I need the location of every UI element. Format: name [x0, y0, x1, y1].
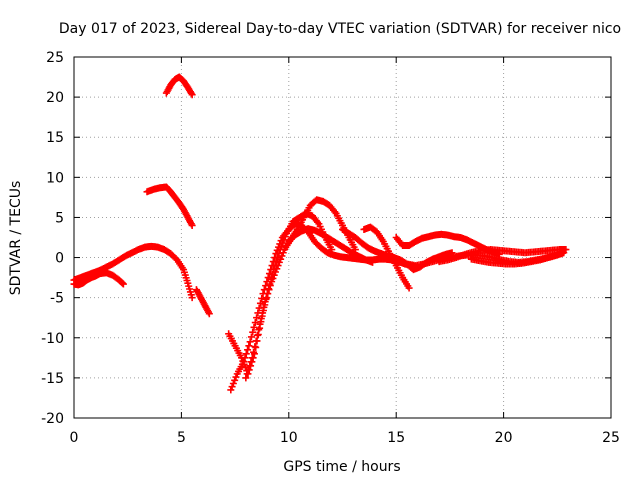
series-arc-3	[143, 183, 196, 229]
y-tick-label: 5	[55, 210, 64, 226]
data-point	[279, 249, 287, 257]
data-point	[255, 326, 263, 334]
data-point	[264, 290, 272, 298]
data-point	[257, 315, 265, 323]
series-arc-4	[162, 73, 196, 99]
data-point	[251, 319, 259, 327]
data-point	[250, 323, 258, 331]
data-point	[229, 380, 237, 388]
data-point	[188, 221, 196, 229]
data-point	[243, 370, 251, 378]
data-point	[244, 346, 252, 354]
y-axis-label: SDTVAR / TECUs	[8, 181, 24, 296]
y-tick-label: -5	[50, 291, 64, 307]
data-point	[261, 298, 269, 306]
series-arc-6	[227, 220, 422, 394]
data-point	[239, 357, 247, 365]
series-arc-15	[467, 249, 568, 268]
y-tick-label: 10	[46, 170, 64, 186]
x-tick-label: 25	[602, 430, 620, 446]
data-point	[249, 328, 257, 336]
data-point	[252, 343, 260, 351]
data-point	[187, 89, 195, 97]
data-point	[270, 271, 278, 279]
data-point	[280, 236, 288, 244]
data-point	[281, 233, 289, 241]
data-point	[246, 338, 254, 346]
series-arc-14	[435, 246, 570, 266]
data-point	[273, 265, 281, 273]
data-point	[188, 294, 196, 302]
data-point	[266, 282, 274, 290]
data-point	[205, 310, 213, 318]
series-arc-2	[70, 269, 127, 289]
data-point	[278, 252, 286, 260]
data-point	[269, 274, 277, 282]
data-point	[328, 246, 336, 254]
x-tick-label: 0	[70, 430, 79, 446]
data-point	[265, 286, 273, 294]
data-point	[277, 255, 285, 263]
series-arc-8	[242, 196, 359, 382]
y-tick-label: 20	[46, 90, 64, 106]
series-arc-1	[70, 242, 196, 302]
data-point	[256, 299, 264, 307]
data-point	[275, 258, 283, 266]
data-point	[258, 294, 266, 302]
axis-ticks: 0 5 10 15 20 25 -20 -15 -10 -5 0 5 10 15 20 25	[41, 50, 620, 446]
data-point	[228, 383, 236, 391]
data-point	[242, 350, 250, 358]
x-tick-label: 5	[177, 430, 186, 446]
data-point	[268, 278, 276, 286]
data-point	[253, 331, 261, 339]
data-point	[255, 304, 263, 312]
data-point	[271, 268, 279, 276]
data-point	[252, 337, 260, 345]
x-tick-label: 15	[387, 430, 405, 446]
data-point	[259, 309, 267, 317]
series-arc-11	[360, 223, 413, 292]
data-point	[250, 348, 258, 356]
data-point	[247, 358, 255, 366]
y-tick-label: -15	[41, 371, 64, 387]
series-arc-5	[192, 286, 213, 318]
data-point	[262, 294, 270, 302]
y-tick-label: 0	[55, 251, 64, 267]
data-point	[560, 249, 568, 257]
data-point	[227, 386, 235, 394]
chart-title: Day 017 of 2023, Sidereal Day-to-day VTE…	[59, 21, 621, 37]
data-point	[253, 314, 261, 322]
y-tick-label: 15	[46, 130, 64, 146]
data-point	[251, 343, 259, 351]
data-points	[70, 73, 570, 394]
data-point	[242, 374, 250, 382]
data-point	[260, 303, 268, 311]
data-point	[369, 258, 377, 266]
x-tick-label: 20	[495, 430, 513, 446]
data-point	[231, 376, 239, 384]
data-point	[247, 333, 255, 341]
data-point	[188, 91, 196, 99]
data-point	[274, 262, 282, 270]
data-point	[119, 280, 127, 288]
y-tick-label: -20	[41, 411, 64, 427]
data-point	[248, 354, 256, 362]
y-tick-label: -10	[41, 331, 64, 347]
data-point	[238, 354, 246, 362]
x-tick-label: 10	[280, 430, 298, 446]
data-point	[244, 366, 252, 374]
x-axis-label: GPS time / hours	[283, 459, 400, 475]
data-point	[256, 320, 264, 328]
data-point	[240, 360, 248, 368]
plot-frame	[73, 56, 612, 419]
data-point	[232, 373, 240, 381]
data-point	[119, 279, 127, 287]
y-tick-label: 25	[46, 50, 64, 66]
series-arc-9	[285, 225, 377, 266]
data-point	[245, 342, 253, 350]
data-point	[405, 284, 413, 292]
data-point	[246, 362, 254, 370]
grid	[74, 57, 611, 418]
